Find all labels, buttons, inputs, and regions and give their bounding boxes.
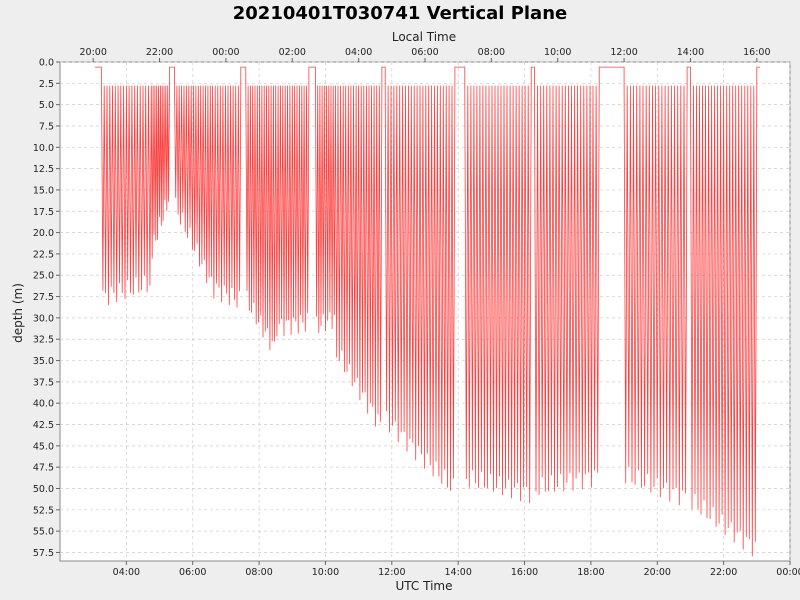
y-tick-label: 27.5	[33, 292, 54, 303]
y-tick-label: 15.0	[33, 185, 54, 196]
y-tick-label: 47.5	[33, 463, 54, 474]
x2-tick-label: 04:00	[345, 47, 372, 58]
x2-tick-label: 08:00	[478, 47, 505, 58]
y-tick-label: 30.0	[33, 313, 54, 324]
x2-tick-label: 12:00	[610, 47, 637, 58]
y-tick-label: 7.5	[39, 121, 54, 132]
x-tick-label: 08:00	[245, 567, 272, 578]
y-tick-label: 40.0	[33, 399, 54, 410]
y-tick-label: 52.5	[33, 505, 54, 516]
depth-series-line	[94, 66, 761, 557]
axis-ticks: 0.0 2.5 5.0 7.5 10.0 12.5 15.0 17.5 20.0 22.5 25.0…	[33, 47, 800, 578]
x2-tick-label: 00:00	[212, 47, 239, 58]
y-tick-label: 20.0	[33, 228, 54, 239]
x2-tick-label: 22:00	[146, 47, 173, 58]
x2-tick-label: 06:00	[411, 47, 438, 58]
y-tick-label: 0.0	[39, 58, 54, 69]
top-axis-label: Local Time	[392, 30, 456, 44]
bottom-axis-label: UTC Time	[396, 579, 453, 593]
y-tick-label: 25.0	[33, 271, 54, 282]
chart-title: 20210401T030741 Vertical Plane	[233, 3, 567, 24]
x-tick-label: 22:00	[710, 567, 737, 578]
y-tick-label: 35.0	[33, 356, 54, 367]
x2-tick-label: 02:00	[279, 47, 306, 58]
x-tick-label: 20:00	[644, 567, 671, 578]
y-tick-label: 17.5	[33, 207, 54, 218]
x-tick-label: 06:00	[179, 567, 206, 578]
x-tick-label: 16:00	[511, 567, 538, 578]
y-tick-label: 10.0	[33, 143, 54, 154]
x2-tick-label: 16:00	[743, 47, 770, 58]
y-tick-label: 22.5	[33, 249, 54, 260]
x-tick-label: 10:00	[312, 567, 339, 578]
y-tick-label: 45.0	[33, 441, 54, 452]
x-tick-label: 00:00	[776, 567, 800, 578]
x2-tick-label: 14:00	[677, 47, 704, 58]
y-tick-label: 5.0	[39, 100, 54, 111]
y-tick-label: 42.5	[33, 420, 54, 431]
x-tick-label: 04:00	[113, 567, 140, 578]
x-tick-label: 14:00	[444, 567, 471, 578]
x2-tick-label: 20:00	[79, 47, 106, 58]
x2-tick-label: 10:00	[544, 47, 571, 58]
x-tick-label: 18:00	[577, 567, 604, 578]
y-tick-label: 32.5	[33, 335, 54, 346]
y-tick-label: 2.5	[39, 79, 54, 90]
x-tick-label: 12:00	[378, 567, 405, 578]
y-tick-label: 55.0	[33, 527, 54, 538]
y-axis-label: depth (m)	[11, 283, 25, 343]
y-tick-label: 37.5	[33, 377, 54, 388]
y-tick-label: 50.0	[33, 484, 54, 495]
grid-lines	[60, 61, 791, 561]
y-tick-label: 57.5	[33, 548, 54, 559]
y-tick-label: 12.5	[33, 164, 54, 175]
